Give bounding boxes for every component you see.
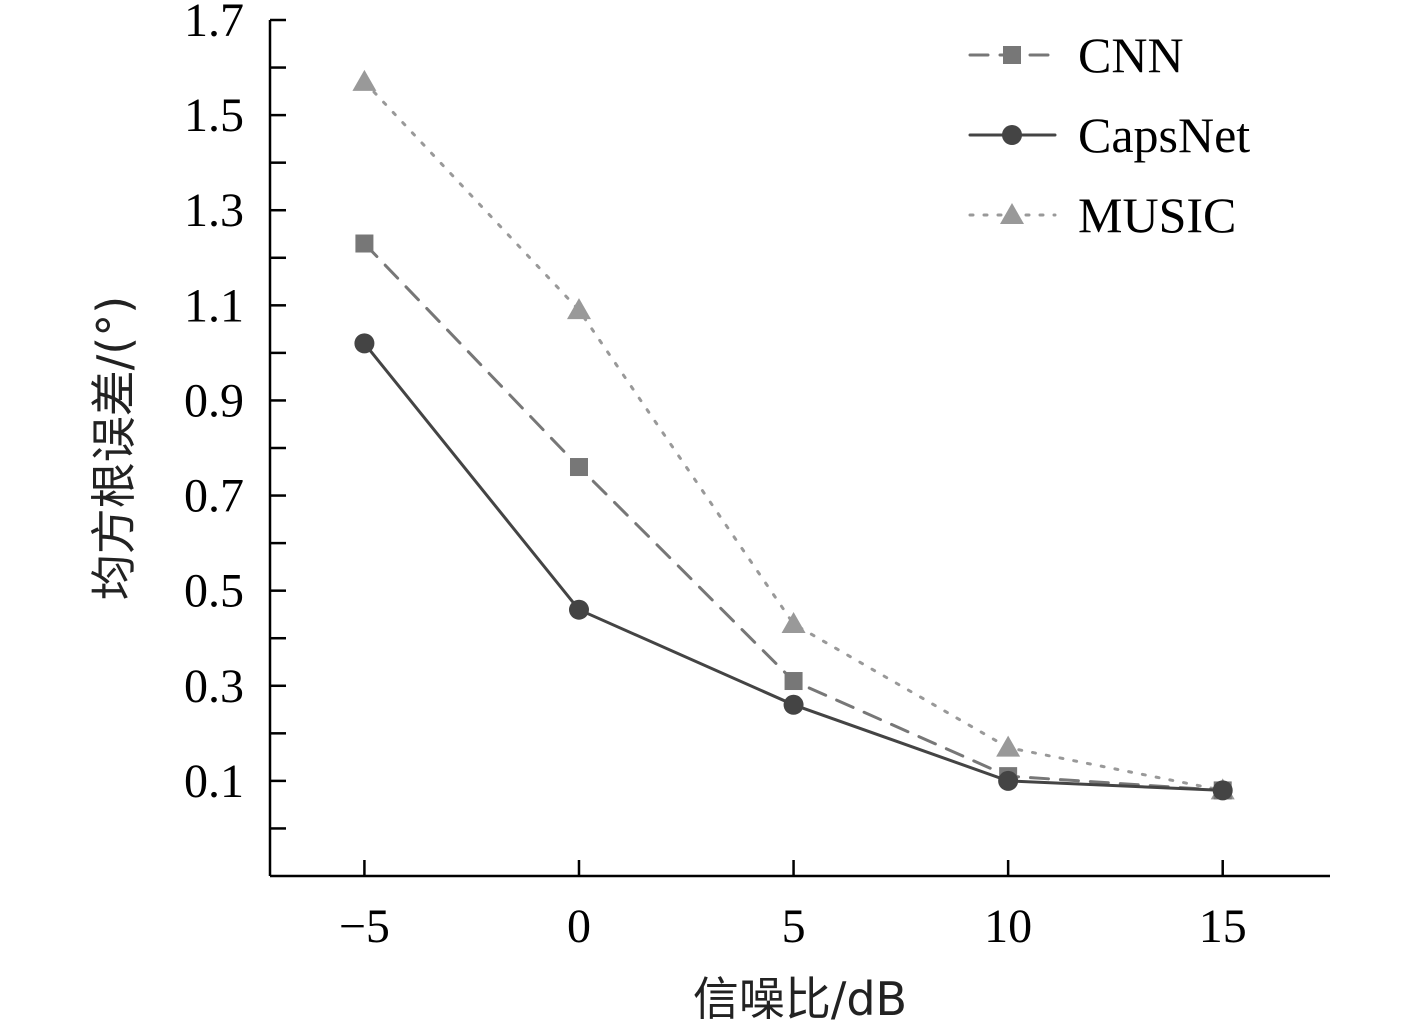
- legend-marker-capsnet: [1002, 125, 1022, 145]
- data-point-cnn: [569, 458, 588, 477]
- y-tick-label: 1.5: [184, 89, 244, 142]
- series-capsnet: [354, 333, 1233, 801]
- data-point-capsnet: [354, 333, 375, 354]
- legend-item-music: MUSIC: [968, 187, 1236, 243]
- x-tick-label: −5: [339, 900, 390, 953]
- data-point-capsnet: [568, 599, 589, 620]
- y-tick-label: 0.7: [184, 470, 244, 523]
- series-line-capsnet: [362, 341, 1225, 792]
- legend-marker-music: [1000, 203, 1024, 224]
- data-point-cnn: [784, 672, 803, 691]
- data-point-cnn: [355, 234, 374, 253]
- data-point-music: [996, 735, 1021, 757]
- series-layer: [352, 69, 1235, 801]
- x-tick-label: 15: [1199, 900, 1247, 953]
- x-tick-label: 5: [782, 900, 806, 953]
- legend-label-cnn: CNN: [1078, 27, 1184, 83]
- axes-layer: 0.1 0.3 0.5 0.7 0.9 1.1 1.3 1.5 1.7 −5 0 5 10 15: [184, 0, 1330, 953]
- y-tick-label: 1.3: [184, 184, 244, 237]
- y-tick-label: 1.7: [184, 0, 244, 47]
- y-tick-label: 0.1: [184, 755, 244, 808]
- legend-label-capsnet: CapsNet: [1078, 107, 1250, 163]
- data-point-music: [566, 298, 591, 320]
- y-tick-label: 1.1: [184, 279, 244, 332]
- y-tick-label: 0.5: [184, 565, 244, 618]
- data-point-capsnet: [783, 694, 804, 715]
- y-tick-label: 0.9: [184, 374, 244, 427]
- x-tick-label: 10: [984, 900, 1032, 953]
- data-point-capsnet: [998, 770, 1019, 791]
- data-point-music: [352, 69, 377, 91]
- data-point-music: [781, 611, 806, 633]
- legend-marker-cnn: [1003, 46, 1021, 64]
- y-tick-label: 0.3: [184, 660, 244, 713]
- series-line-music: [362, 80, 1225, 792]
- x-tick-label: 0: [567, 900, 591, 953]
- x-axis-title: 信噪比/dB: [693, 972, 907, 1023]
- y-axis-title: 均方根误差/(°): [87, 296, 141, 600]
- legend-item-capsnet: CapsNet: [968, 107, 1250, 163]
- data-point-capsnet: [1212, 780, 1233, 801]
- legend-label-music: MUSIC: [1078, 187, 1236, 243]
- legend-item-cnn: CNN: [968, 27, 1184, 83]
- legend: CNN CapsNet MUSIC: [968, 27, 1250, 243]
